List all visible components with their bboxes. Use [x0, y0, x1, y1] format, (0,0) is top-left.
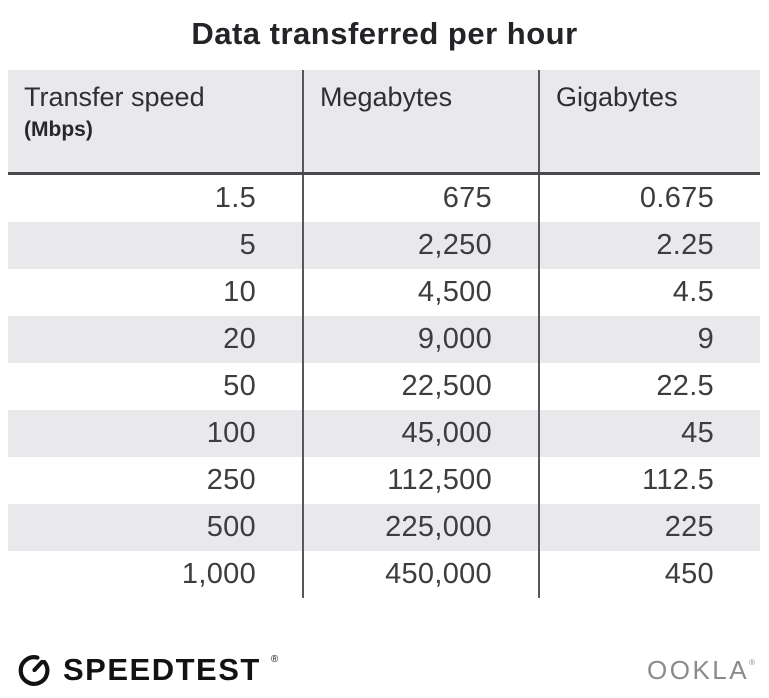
cell-transfer-speed: 5 [8, 222, 303, 269]
footer: SPEEDTEST ® OOKLA ® [14, 646, 755, 694]
table-row: 500 225,000 225 [8, 504, 760, 551]
cell-megabytes: 22,500 [302, 363, 539, 410]
speedtest-wordmark: SPEEDTEST [63, 652, 261, 687]
cell-gigabytes: 112.5 [538, 457, 760, 504]
column-header-transfer-speed-label: Transfer speed [24, 82, 205, 112]
page-title: Data transferred per hour [191, 16, 578, 51]
cell-gigabytes: 4.5 [538, 269, 760, 316]
table-row: 20 9,000 9 [8, 316, 760, 363]
cell-transfer-speed: 10 [223, 276, 256, 308]
cell-gigabytes: 0.675 [538, 173, 760, 222]
table-row: 250 112,500 112.5 [8, 457, 760, 504]
ookla-logo: OOKLA ® [647, 656, 755, 684]
cell-megabytes: 45,000 [302, 410, 539, 457]
cell-transfer-speed: 250 [206, 464, 256, 496]
column-header-megabytes: Megabytes [302, 70, 539, 175]
speedometer-icon [14, 648, 54, 693]
header-row: Transfer speed (Mbps) Megabytes Gigabyte… [8, 70, 760, 175]
cell-megabytes: 9,000 [302, 316, 539, 363]
cell-transfer-speed: 50 [223, 370, 256, 402]
cell-gigabytes: 22.5 [538, 363, 760, 410]
cell-gigabytes: 225 [538, 504, 760, 551]
cell-transfer-speed: 1,000 [181, 558, 256, 590]
column-header-unit-label: (Mbps) [24, 118, 93, 141]
cell-gigabytes: 2.25 [538, 222, 760, 269]
cell-transfer-speed: 20 [8, 316, 303, 363]
speedtest-registered-mark: ® [270, 653, 279, 665]
cell-megabytes: 225,000 [302, 504, 539, 551]
cell-transfer-speed: 1.5 [214, 182, 256, 214]
cell-gigabytes: 9 [538, 316, 760, 363]
speedtest-logo: SPEEDTEST ® [14, 648, 278, 693]
table-row: 50 22,500 22.5 [8, 363, 760, 410]
cell-megabytes: 450,000 [302, 551, 539, 598]
table-row: 1,000 450,000 450 [8, 551, 760, 598]
ookla-registered-mark: ® [749, 658, 755, 667]
data-table: Transfer speed (Mbps) Megabytes Gigabyte… [8, 70, 760, 598]
cell-megabytes: 112,500 [302, 457, 539, 504]
column-header-gigabytes: Gigabytes [538, 70, 760, 175]
cell-gigabytes: 45 [538, 410, 760, 457]
cell-megabytes: 4,500 [302, 269, 539, 316]
table-row: 1.5 675 0.675 [8, 173, 760, 222]
cell-transfer-speed: 100 [8, 410, 303, 457]
column-header-transfer-speed: Transfer speed (Mbps) [8, 70, 303, 175]
cell-gigabytes: 450 [538, 551, 760, 598]
table-row: 100 45,000 45 [8, 410, 760, 457]
cell-megabytes: 2,250 [302, 222, 539, 269]
table-row: 5 2,250 2.25 [8, 222, 760, 269]
cell-megabytes: 675 [302, 173, 539, 222]
ookla-wordmark: OOKLA [647, 655, 750, 685]
cell-transfer-speed: 500 [8, 504, 303, 551]
table-row: 10 4,500 4.5 [8, 269, 760, 316]
